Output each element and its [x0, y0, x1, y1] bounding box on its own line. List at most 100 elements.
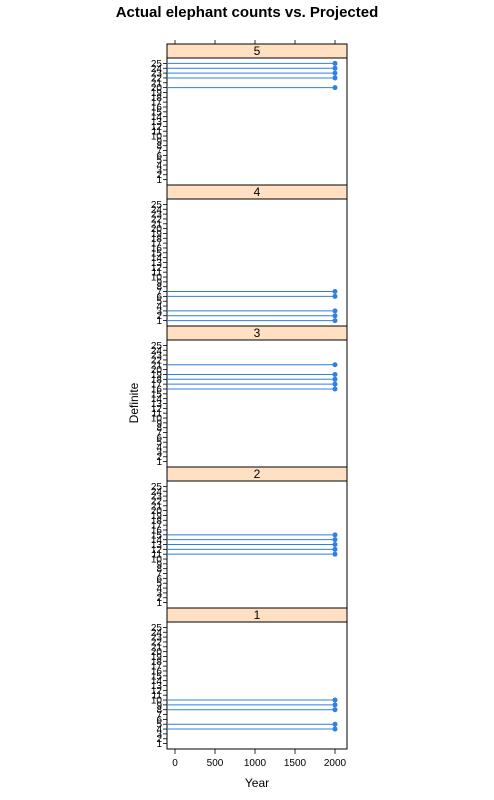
y-tick-label: 9 — [156, 277, 162, 288]
y-tick-label: 2 — [156, 452, 162, 463]
y-tick-label: 16 — [151, 102, 163, 113]
y-tick-label: 10 — [151, 273, 163, 284]
y-tick-label: 19 — [151, 88, 163, 99]
y-tick-label: 19 — [151, 511, 163, 522]
x-axis-label: Year — [245, 776, 269, 790]
data-point — [332, 362, 338, 368]
y-tick-label: 9 — [156, 136, 162, 147]
y-tick-label: 13 — [151, 399, 163, 410]
y-tick-label: 3 — [156, 588, 162, 599]
x-axis: 0 500 1000 1500 2000 — [172, 40, 347, 769]
y-tick-label: 9 — [156, 700, 162, 711]
data-point — [332, 546, 338, 552]
y-tick-label: 14 — [151, 535, 163, 546]
y-tick-label: 1 — [156, 598, 162, 609]
y-tick-label: 24 — [151, 64, 163, 75]
data-point — [332, 65, 338, 71]
data-point — [332, 697, 338, 703]
y-tick-label: 15 — [151, 530, 163, 541]
y-tick-label: 20 — [151, 365, 163, 376]
strip-label-2: 2 — [254, 467, 261, 481]
data-point — [332, 532, 338, 538]
y-tick-label: 17 — [151, 98, 163, 109]
y-tick-label: 6 — [156, 715, 162, 726]
y-tick-label: 7 — [156, 428, 162, 439]
data-point — [332, 702, 338, 708]
y-tick-label: 8 — [156, 282, 162, 293]
y-tick-label: 23 — [151, 351, 163, 362]
data-point — [332, 386, 338, 392]
y-tick-label: 16 — [151, 525, 163, 536]
y-tick-label: 18 — [151, 516, 163, 527]
y-tick-label: 21 — [151, 219, 163, 230]
y-tick-label: 25 — [151, 623, 163, 634]
y-tick-label: 10 — [151, 414, 163, 425]
y-tick-label: 7 — [156, 146, 162, 157]
y-tick-label: 8 — [156, 141, 162, 152]
y-tick-label: 22 — [151, 637, 163, 648]
strip-label-1: 1 — [254, 608, 261, 622]
y-tick-label: 21 — [151, 501, 163, 512]
panel-1: 1123456789101112131415161718192021222324… — [151, 607, 348, 750]
data-point — [332, 293, 338, 299]
y-tick-label: 21 — [151, 642, 163, 653]
y-tick-label: 25 — [151, 59, 163, 70]
y-tick-label: 1 — [156, 316, 162, 327]
y-tick-label: 12 — [151, 122, 163, 133]
y-tick-label: 22 — [151, 73, 163, 84]
y-tick-label: 14 — [151, 253, 163, 264]
y-tick-label: 19 — [151, 652, 163, 663]
y-tick-label: 7 — [156, 569, 162, 580]
data-point — [332, 381, 338, 387]
chart-title: Actual elephant counts vs. Projected — [116, 4, 379, 21]
y-tick-label: 8 — [156, 705, 162, 716]
data-point — [332, 721, 338, 727]
y-tick-label: 2 — [156, 593, 162, 604]
panel-frame-3 — [166, 339, 348, 468]
y-tick-label: 3 — [156, 306, 162, 317]
y-tick-label: 22 — [151, 496, 163, 507]
y-tick-label: 18 — [151, 234, 163, 245]
data-point — [332, 371, 338, 377]
panel-frame-4 — [166, 198, 348, 327]
panel-2: 2123456789101112131415161718192021222324… — [151, 466, 348, 609]
y-tick-label: 24 — [151, 487, 163, 498]
y-tick-label: 13 — [151, 117, 163, 128]
y-tick-label: 22 — [151, 355, 163, 366]
data-point — [332, 70, 338, 76]
data-point — [332, 551, 338, 557]
y-tick-label: 17 — [151, 380, 163, 391]
y-tick-label: 16 — [151, 666, 163, 677]
y-tick-label: 17 — [151, 662, 163, 673]
data-point — [332, 60, 338, 66]
y-tick-label: 17 — [151, 521, 163, 532]
y-tick-label: 11 — [152, 127, 163, 138]
y-tick-label: 19 — [151, 229, 163, 240]
strip-label-3: 3 — [254, 326, 261, 340]
panel-4: 4123456789101112131415161718192021222324… — [151, 184, 348, 327]
y-tick-label: 4 — [156, 725, 162, 736]
y-tick-label: 9 — [156, 559, 162, 570]
y-tick-label: 21 — [151, 78, 163, 89]
y-tick-label: 15 — [151, 671, 163, 682]
y-tick-label: 3 — [156, 165, 162, 176]
data-point — [332, 726, 338, 732]
y-tick-label: 6 — [156, 574, 162, 585]
panels: 5123456789101112131415161718192021222324… — [151, 43, 348, 750]
y-tick-label: 20 — [151, 83, 163, 94]
x-tick-label: 0 — [172, 758, 178, 769]
y-tick-label: 15 — [151, 248, 163, 259]
y-tick-label: 7 — [156, 710, 162, 721]
data-point — [332, 537, 338, 543]
y-tick-label: 3 — [156, 447, 162, 458]
y-tick-label: 5 — [156, 156, 162, 167]
data-point — [332, 308, 338, 314]
strip-label-4: 4 — [254, 185, 261, 199]
data-point — [332, 318, 338, 324]
y-tick-label: 9 — [156, 418, 162, 429]
y-tick-label: 21 — [151, 360, 163, 371]
y-tick-label: 4 — [156, 161, 162, 172]
x-tick-label: 1000 — [244, 758, 267, 769]
y-tick-label: 1 — [156, 457, 162, 468]
y-tick-label: 13 — [151, 258, 163, 269]
